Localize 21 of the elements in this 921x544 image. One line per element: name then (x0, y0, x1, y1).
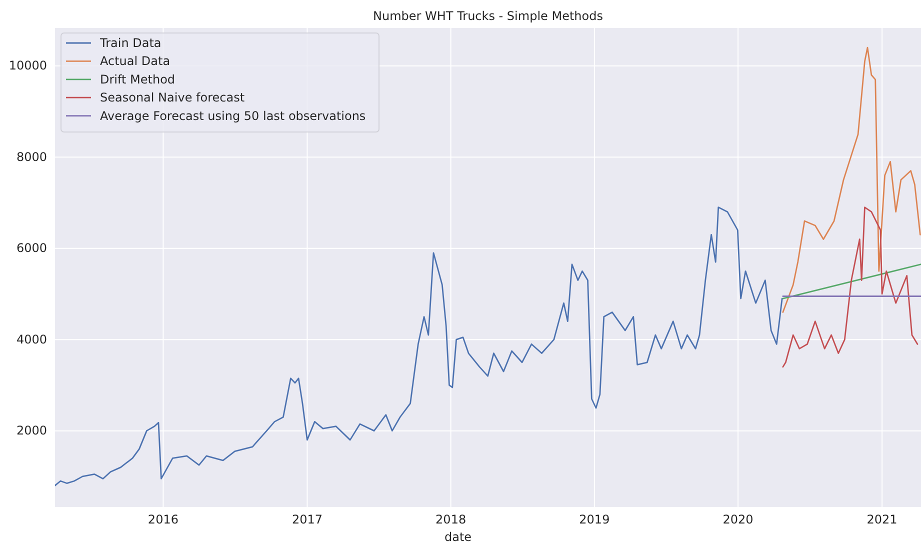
legend-label: Average Forecast using 50 last observations (100, 108, 366, 123)
x-tick-label: 2017 (292, 512, 322, 527)
line-series (55, 206, 783, 486)
x-tick-label: 2021 (866, 512, 898, 527)
x-axis-title: date (444, 530, 472, 544)
line-series (782, 206, 918, 368)
y-tick-label: 8000 (16, 150, 47, 164)
x-tick-label: 2020 (722, 512, 754, 527)
legend-label: Actual Data (100, 54, 170, 68)
legend-label: Seasonal Naive forecast (100, 90, 245, 105)
line-series (782, 46, 921, 313)
y-tick-label: 6000 (16, 241, 47, 256)
chart-title: Number WHT Trucks - Simple Methods (373, 9, 603, 23)
legend-label: Drift Method (100, 72, 176, 86)
x-tick-label: 2018 (436, 512, 466, 527)
legend-label: Train Data (99, 36, 162, 50)
y-tick-label: 4000 (16, 332, 47, 346)
y-tick-label: 2000 (16, 424, 47, 438)
x-tick-label: 2016 (148, 512, 178, 527)
y-tick-label: 10000 (8, 58, 47, 73)
x-tick-label: 2019 (579, 512, 610, 527)
